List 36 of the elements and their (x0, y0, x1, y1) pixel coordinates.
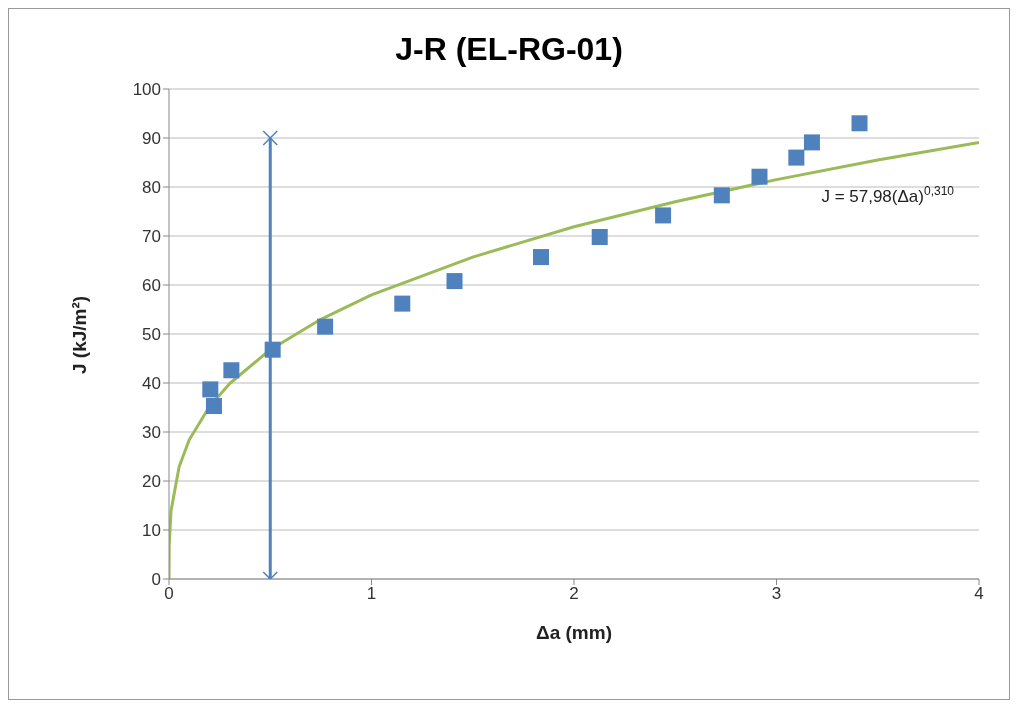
point (591, 228, 608, 245)
y-tick-label: 40 (142, 374, 161, 394)
point (446, 273, 463, 290)
point (713, 187, 730, 204)
y-axis-title: J (kJ/m²) (68, 295, 90, 374)
point (655, 207, 672, 224)
y-tick-label: 70 (142, 227, 161, 247)
annotation: J = 57,98(Δa)$^{0,310}$ (821, 183, 955, 206)
x-tick-label: 4 (974, 584, 984, 604)
y-tick-label: 90 (142, 129, 161, 149)
point (317, 318, 334, 335)
point (532, 249, 549, 266)
x-tick-label: 2 (569, 584, 579, 604)
x-tick-label: 0 (164, 584, 174, 604)
point (264, 341, 281, 358)
y-tick-label: 30 (142, 423, 161, 443)
point (262, 130, 278, 146)
point (205, 398, 222, 415)
chart-title: J-R (EL-RG-01) (394, 31, 624, 68)
y-tick-label: 50 (142, 325, 161, 345)
point (788, 149, 805, 166)
y-tick-label: 0 (151, 570, 161, 590)
y-tick-label: 60 (142, 276, 161, 296)
point (751, 168, 768, 185)
point (851, 115, 868, 132)
x-tick-label: 3 (771, 584, 782, 604)
point (202, 381, 219, 398)
y-tick-label: 80 (142, 178, 161, 198)
x-axis-title: Δa (mm) (536, 622, 612, 643)
point (223, 362, 240, 379)
y-tick-label: 20 (142, 472, 161, 492)
point (394, 295, 411, 312)
y-tick-label: 100 (132, 80, 161, 100)
x-tick-label: 1 (366, 584, 377, 604)
y-tick-label: 10 (142, 521, 161, 541)
point (803, 134, 820, 151)
